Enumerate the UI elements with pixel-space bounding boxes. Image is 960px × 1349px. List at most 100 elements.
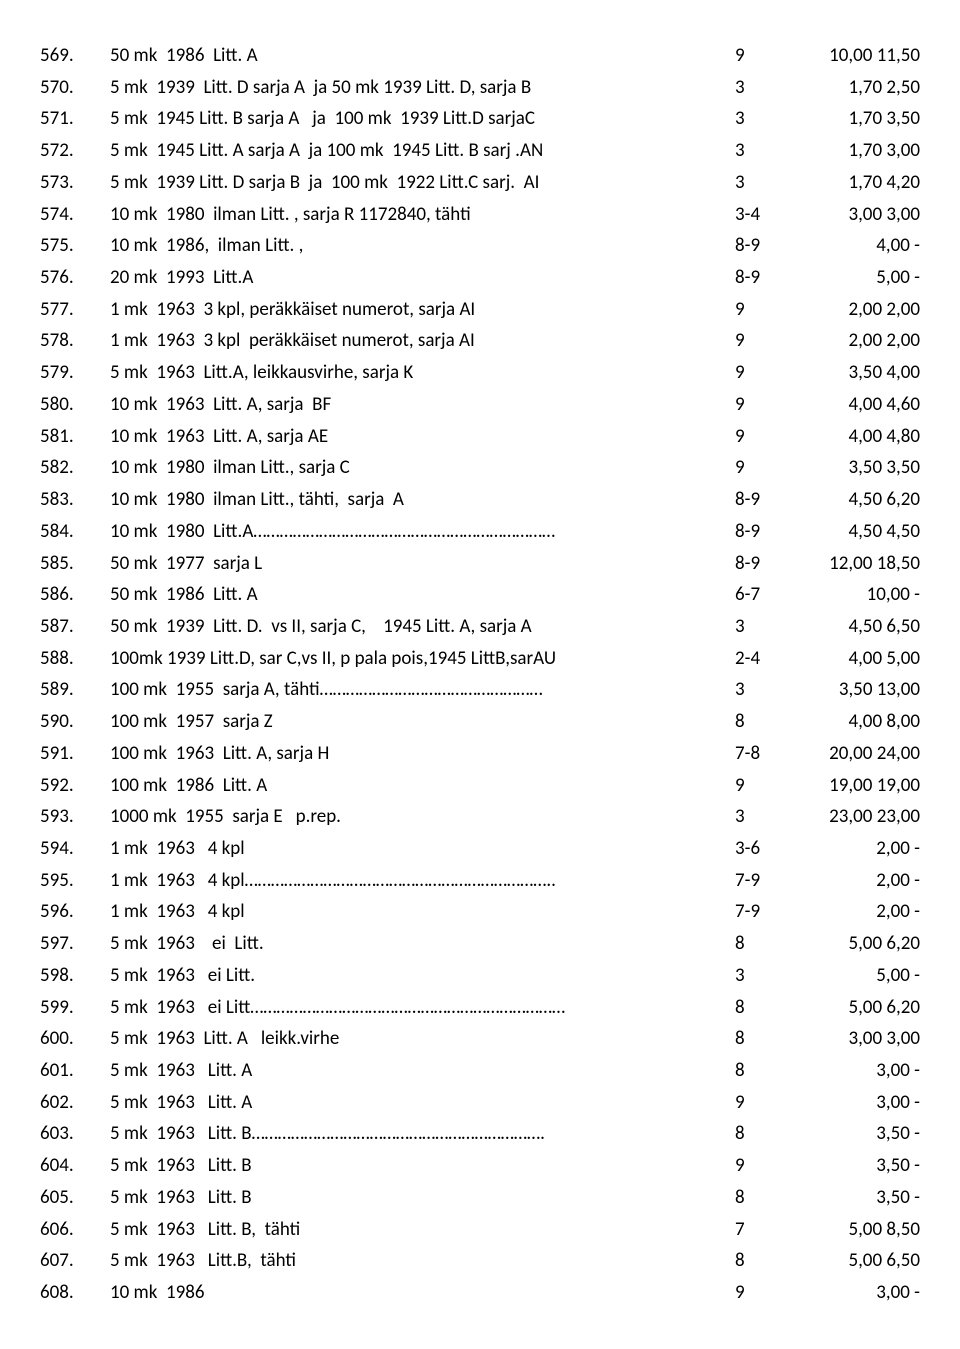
lot-grade: 3 (735, 72, 790, 104)
auction-row: 579.5 mk 1963 Litt.A, leikkausvirhe, sar… (40, 357, 920, 389)
lot-grade: 9 (735, 357, 790, 389)
lot-description: 5 mk 1963 Litt.B, tähti (92, 1245, 735, 1277)
lot-number: 588. (40, 643, 92, 675)
lot-grade: 3 (735, 167, 790, 199)
lot-price: 4,50 6,20 (790, 484, 920, 516)
lot-grade: 9 (735, 421, 790, 453)
lot-description: 1 mk 1963 3 kpl, peräkkäiset numerot, sa… (92, 294, 735, 326)
lot-description: 100 mk 1963 Litt. A, sarja H (92, 738, 735, 770)
auction-row: 599.5 mk 1963 ei Litt…………………………………………………… (40, 992, 920, 1024)
lot-description: 10 mk 1986 (92, 1277, 735, 1309)
auction-row: 581.10 mk 1963 Litt. A, sarja AE94,00 4,… (40, 421, 920, 453)
auction-row: 608.10 mk 198693,00 - (40, 1277, 920, 1309)
auction-list: 569.50 mk 1986 Litt. A910,00 11,50570.5 … (40, 40, 920, 1309)
lot-grade: 6-7 (735, 579, 790, 611)
lot-grade: 7-9 (735, 896, 790, 928)
lot-grade: 3 (735, 960, 790, 992)
lot-description: 5 mk 1945 Litt. A sarja A ja 100 mk 1945… (92, 135, 735, 167)
lot-grade: 8 (735, 992, 790, 1024)
lot-number: 603. (40, 1118, 92, 1150)
auction-row: 571.5 mk 1945 Litt. B sarja A ja 100 mk … (40, 103, 920, 135)
lot-number: 582. (40, 452, 92, 484)
lot-grade: 9 (735, 325, 790, 357)
lot-number: 574. (40, 199, 92, 231)
lot-number: 576. (40, 262, 92, 294)
lot-number: 585. (40, 548, 92, 580)
lot-price: 3,50 - (790, 1150, 920, 1182)
lot-price: 12,00 18,50 (790, 548, 920, 580)
lot-grade: 8 (735, 1182, 790, 1214)
lot-grade: 7 (735, 1214, 790, 1246)
lot-description: 100 mk 1955 sarja A, tähti……………………………………… (92, 674, 735, 706)
auction-row: 604.5 mk 1963 Litt. B93,50 - (40, 1150, 920, 1182)
lot-number: 578. (40, 325, 92, 357)
lot-number: 569. (40, 40, 92, 72)
lot-description: 50 mk 1977 sarja L (92, 548, 735, 580)
auction-row: 591.100 mk 1963 Litt. A, sarja H7-820,00… (40, 738, 920, 770)
lot-grade: 9 (735, 452, 790, 484)
lot-grade: 3 (735, 611, 790, 643)
auction-row: 603.5 mk 1963 Litt. B…………………………………………………… (40, 1118, 920, 1150)
auction-row: 588.100mk 1939 Litt.D, sar C,vs II, p pa… (40, 643, 920, 675)
lot-number: 575. (40, 230, 92, 262)
lot-price: 5,00 8,50 (790, 1214, 920, 1246)
lot-number: 587. (40, 611, 92, 643)
lot-number: 607. (40, 1245, 92, 1277)
lot-description: 10 mk 1986, ilman Litt. , (92, 230, 735, 262)
lot-number: 589. (40, 674, 92, 706)
auction-row: 607.5 mk 1963 Litt.B, tähti85,00 6,50 (40, 1245, 920, 1277)
lot-number: 570. (40, 72, 92, 104)
lot-price: 5,00 - (790, 960, 920, 992)
lot-description: 10 mk 1980 ilman Litt. , sarja R 1172840… (92, 199, 735, 231)
lot-price: 3,50 13,00 (790, 674, 920, 706)
lot-grade: 9 (735, 1150, 790, 1182)
auction-row: 585.50 mk 1977 sarja L8-912,00 18,50 (40, 548, 920, 580)
lot-description: 20 mk 1993 Litt.A (92, 262, 735, 294)
lot-description: 5 mk 1963 Litt. B, tähti (92, 1214, 735, 1246)
lot-number: 584. (40, 516, 92, 548)
lot-number: 579. (40, 357, 92, 389)
lot-number: 590. (40, 706, 92, 738)
lot-price: 4,00 4,80 (790, 421, 920, 453)
lot-price: 3,50 - (790, 1182, 920, 1214)
lot-description: 100 mk 1986 Litt. A (92, 770, 735, 802)
lot-description: 5 mk 1963 Litt. A leikk.virhe (92, 1023, 735, 1055)
lot-grade: 3 (735, 135, 790, 167)
lot-description: 100mk 1939 Litt.D, sar C,vs II, p pala p… (92, 643, 735, 675)
lot-description: 10 mk 1980 Litt.A…………………………………………………………… (92, 516, 735, 548)
lot-price: 4,00 8,00 (790, 706, 920, 738)
auction-row: 584.10 mk 1980 Litt.A…………………………………………………… (40, 516, 920, 548)
auction-row: 570.5 mk 1939 Litt. D sarja A ja 50 mk 1… (40, 72, 920, 104)
auction-row: 583.10 mk 1980 ilman Litt., tähti, sarja… (40, 484, 920, 516)
lot-number: 593. (40, 801, 92, 833)
lot-grade: 8-9 (735, 230, 790, 262)
lot-description: 5 mk 1963 Litt. B (92, 1150, 735, 1182)
lot-grade: 8-9 (735, 262, 790, 294)
lot-price: 20,00 24,00 (790, 738, 920, 770)
lot-number: 591. (40, 738, 92, 770)
lot-price: 3,50 4,00 (790, 357, 920, 389)
auction-row: 576.20 mk 1993 Litt.A8-95,00 - (40, 262, 920, 294)
lot-grade: 9 (735, 389, 790, 421)
lot-grade: 9 (735, 1277, 790, 1309)
lot-price: 5,00 6,20 (790, 928, 920, 960)
lot-price: 3,50 - (790, 1118, 920, 1150)
lot-description: 10 mk 1963 Litt. A, sarja AE (92, 421, 735, 453)
lot-grade: 8 (735, 1245, 790, 1277)
lot-number: 594. (40, 833, 92, 865)
lot-number: 595. (40, 865, 92, 897)
lot-grade: 3 (735, 801, 790, 833)
auction-row: 596.1 mk 1963 4 kpl7-92,00 - (40, 896, 920, 928)
lot-description: 50 mk 1986 Litt. A (92, 40, 735, 72)
lot-number: 580. (40, 389, 92, 421)
lot-grade: 7-8 (735, 738, 790, 770)
lot-price: 5,00 - (790, 262, 920, 294)
lot-price: 23,00 23,00 (790, 801, 920, 833)
lot-number: 592. (40, 770, 92, 802)
lot-description: 1 mk 1963 4 kpl (92, 833, 735, 865)
auction-row: 578.1 mk 1963 3 kpl peräkkäiset numerot,… (40, 325, 920, 357)
lot-description: 10 mk 1963 Litt. A, sarja BF (92, 389, 735, 421)
lot-grade: 3-4 (735, 199, 790, 231)
lot-price: 10,00 - (790, 579, 920, 611)
lot-number: 600. (40, 1023, 92, 1055)
